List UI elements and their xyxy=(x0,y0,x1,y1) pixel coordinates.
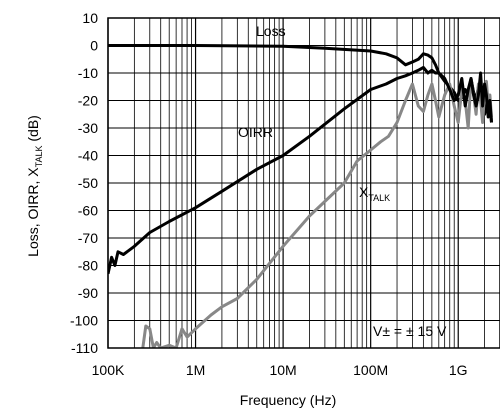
series-layer xyxy=(108,44,493,348)
series-line-xtalk xyxy=(141,77,493,348)
y-tick-label: -110 xyxy=(71,340,98,356)
y-tick-label: -40 xyxy=(78,148,98,164)
x-tick-label: 100K xyxy=(92,362,125,378)
series-line-loss xyxy=(108,44,493,123)
y-axis-title: Loss, OIRR, XTALK (dB) xyxy=(25,115,44,257)
y-tick-label: -50 xyxy=(78,175,98,191)
x-tick-label: 10M xyxy=(269,362,296,378)
x-tick-label: 1M xyxy=(186,362,205,378)
plot-frame xyxy=(107,17,500,349)
y-tick-label: -100 xyxy=(70,313,98,329)
y-tick-label: -90 xyxy=(78,285,98,301)
y-tick-label: -20 xyxy=(78,93,98,109)
y-tick-label: 10 xyxy=(82,10,98,26)
x-tick-label: 1G xyxy=(449,362,468,378)
x-tick-label: 100M xyxy=(353,362,388,378)
series-label-oirr: OIRR xyxy=(238,124,273,140)
y-tick-label: -30 xyxy=(78,120,98,136)
series-line-oirr xyxy=(108,66,493,275)
supply-annotation: V± = ± 15 V xyxy=(373,323,447,339)
grid xyxy=(107,17,500,349)
y-tick-label: -60 xyxy=(78,203,98,219)
y-tick-label: -70 xyxy=(78,230,98,246)
series-label-xtalk: XTALK xyxy=(359,184,390,203)
x-axis-title: Frequency (Hz) xyxy=(240,392,336,408)
y-tick-label: -80 xyxy=(78,258,98,274)
y-tick-label: -10 xyxy=(78,65,98,81)
y-tick-label: 0 xyxy=(90,38,98,54)
series-label-loss: Loss xyxy=(256,23,286,39)
tick-labels: 10 0 -10 -20 -30 -40 -50 -60 -70 -80 -90 -100 -110 10… xyxy=(70,10,468,378)
